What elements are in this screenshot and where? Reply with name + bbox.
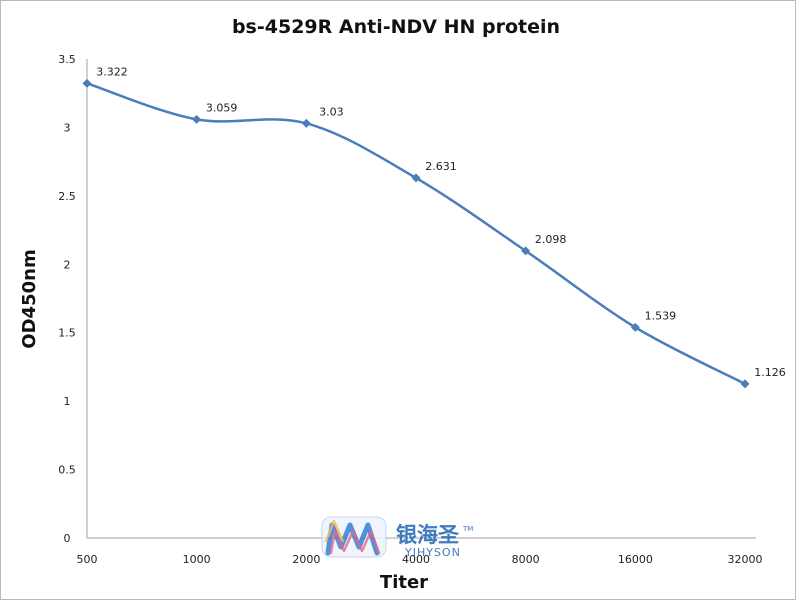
- x-tick-label: 2000: [292, 553, 320, 566]
- y-tick-label: 0.5: [58, 464, 76, 477]
- x-tick-label: 500: [77, 553, 98, 566]
- x-tick-label: 16000: [618, 553, 653, 566]
- data-label: 3.322: [96, 65, 128, 78]
- series-od450: 3.322 3.059 3.03 2.631 2.098 1.539 1.126: [82, 65, 786, 389]
- y-axis-title: OD450nm: [19, 249, 40, 348]
- y-tick-labels: 0 0.5 1 1.5 2 2.5 3 3.5: [58, 53, 76, 545]
- watermark-latin-text: YIHYSON: [404, 546, 461, 559]
- data-label: 1.126: [754, 366, 786, 379]
- data-point: [740, 379, 750, 389]
- watermark: 银海圣 TM YIHYSON: [321, 516, 473, 559]
- y-tick-label: 0: [64, 532, 71, 545]
- y-tick-label: 1.5: [58, 327, 76, 340]
- data-point: [630, 322, 640, 332]
- watermark-chinese-text: 银海圣: [396, 523, 460, 547]
- data-label: 2.631: [425, 160, 457, 173]
- data-label: 2.098: [535, 233, 567, 246]
- x-axis-title: Titer: [380, 572, 428, 593]
- data-point: [82, 78, 92, 88]
- data-point: [411, 173, 421, 183]
- data-label: 3.03: [319, 105, 344, 118]
- x-tick-label: 4000: [402, 553, 430, 566]
- watermark-trademark: TM: [462, 525, 473, 533]
- x-tick-label: 8000: [512, 553, 540, 566]
- axes: [86, 59, 756, 539]
- x-tick-label: 1000: [183, 553, 211, 566]
- y-tick-label: 3.5: [58, 53, 76, 66]
- data-point: [192, 114, 202, 124]
- y-tick-label: 3: [64, 121, 71, 134]
- data-point: [521, 246, 531, 256]
- x-tick-label: 32000: [728, 553, 763, 566]
- x-tick-labels: 500 1000 2000 4000 8000 16000 32000: [77, 553, 763, 566]
- series-line: [86, 82, 746, 386]
- y-tick-label: 2.5: [58, 190, 76, 203]
- y-tick-label: 1: [64, 395, 71, 408]
- data-label: 1.539: [645, 309, 677, 322]
- chart-title: bs-4529R Anti-NDV HN protein: [232, 16, 560, 38]
- data-label: 3.059: [206, 101, 238, 114]
- data-point: [301, 118, 311, 128]
- y-tick-label: 2: [64, 258, 71, 271]
- yihyson-logo-icon: [321, 516, 387, 558]
